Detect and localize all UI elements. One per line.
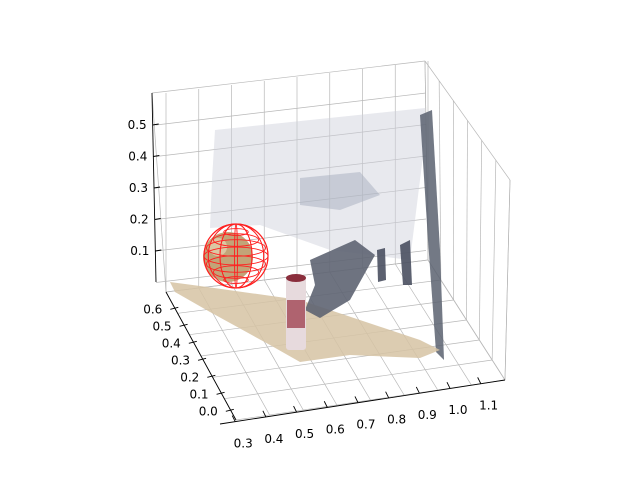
x-tick-label: 0.3: [234, 437, 253, 451]
x-tick-label: 0.7: [356, 417, 375, 431]
x-tick-label: 0.5: [295, 427, 314, 441]
right-wall-strip-2: [377, 248, 386, 282]
grid-line-z: [155, 218, 427, 252]
y-tick-label: 0.6: [143, 302, 162, 316]
x-tick-label: 0.9: [418, 408, 437, 422]
y-tick-mark: [197, 357, 207, 361]
grid-line-floor-y: [212, 339, 480, 378]
point-cloud-back-wall: [210, 108, 425, 260]
z-tick-mark: [155, 249, 162, 252]
grid-line-y: [491, 160, 497, 361]
point-cloud-can: [286, 274, 306, 350]
right-wall-strip: [400, 240, 412, 285]
x-tick-mark: [446, 381, 451, 389]
z-tick-label: 0.4: [128, 150, 147, 164]
x-tick-mark: [231, 415, 236, 422]
can-label: [287, 300, 305, 328]
grid-line-z: [155, 124, 427, 157]
x-tick-label: 0.6: [326, 422, 345, 436]
grid-line-z: [155, 187, 427, 220]
z-tick-mark: [154, 218, 161, 220]
sphere-latitude: [212, 265, 260, 279]
grid-line-y: [466, 120, 468, 321]
wireframe-sphere: [203, 223, 269, 289]
z-tick-label: 0.1: [130, 244, 149, 258]
y-tick-label: 0.2: [180, 370, 199, 384]
grid-line-y: [438, 80, 442, 281]
y-tick-label: 0.3: [171, 353, 190, 367]
x-tick-mark: [262, 410, 267, 417]
z-axis-line: [151, 92, 157, 283]
axes: [151, 92, 506, 425]
z-tick-label: 0.5: [128, 118, 147, 132]
y-tick-label: 0.5: [152, 319, 171, 333]
sphere-latitude: [205, 255, 267, 273]
y-tick-mark: [170, 306, 179, 310]
sphere-latitude: [223, 228, 249, 236]
x-tick-mark: [385, 391, 390, 398]
sphere-outline: [203, 223, 269, 289]
x-tick-label: 1.0: [448, 403, 467, 417]
grid-line-floor-y: [224, 359, 493, 400]
x-tick-label: 0.4: [264, 432, 283, 446]
grid-line-y: [478, 140, 483, 341]
back-wall-shadow: [300, 172, 380, 210]
y-tick-mark: [188, 340, 197, 344]
z-tick-mark: [153, 155, 160, 157]
grid-line-z: [155, 155, 427, 189]
y-tick-label: 0.4: [162, 336, 181, 350]
grid-line-y: [504, 179, 511, 381]
x-tick-mark: [323, 401, 328, 408]
sphere-latitude: [223, 276, 249, 284]
can-top: [286, 274, 306, 282]
z-tick-label: 0.3: [129, 181, 148, 195]
x-tick-mark: [477, 377, 482, 384]
z-ticks: 0.5 0.4 0.3 0.2 0.1: [128, 118, 162, 258]
y-tick-label: 0.1: [189, 387, 208, 401]
x-tick-mark: [415, 386, 420, 394]
y-tick-mark: [225, 408, 234, 412]
grid-line-z: [155, 92, 427, 126]
x-tick-mark: [354, 396, 359, 403]
y-axis-line: [165, 291, 237, 421]
sphere-latitude: [205, 239, 267, 257]
point-cloud-chair: [305, 240, 375, 318]
y-tick-mark: [216, 391, 225, 395]
z-tick-mark: [152, 123, 159, 126]
z-tick-mark: [153, 186, 161, 189]
right-wall-region: [420, 110, 444, 360]
z-tick-label: 0.2: [130, 213, 149, 227]
point-cloud-right-wall: [377, 110, 444, 360]
pane-back-top-edge: [151, 60, 426, 94]
x-tick-label: 1.1: [479, 398, 498, 412]
x-tick-mark: [293, 405, 297, 413]
x-tick-label: 0.8: [387, 413, 406, 427]
x-ticks: 0.3 0.4 0.5 0.6 0.7 0.8 0.9 1.0 1.1: [231, 377, 498, 451]
x-axis-line: [219, 379, 506, 425]
sphere-latitude: [212, 233, 260, 247]
y-ticks: 0.6 0.5 0.4 0.3 0.2 0.1 0.0: [143, 302, 234, 418]
y-tick-label: 0.0: [199, 404, 218, 418]
chair-region: [305, 240, 375, 318]
y-tick-mark: [207, 374, 216, 378]
y-tick-mark: [179, 323, 188, 327]
